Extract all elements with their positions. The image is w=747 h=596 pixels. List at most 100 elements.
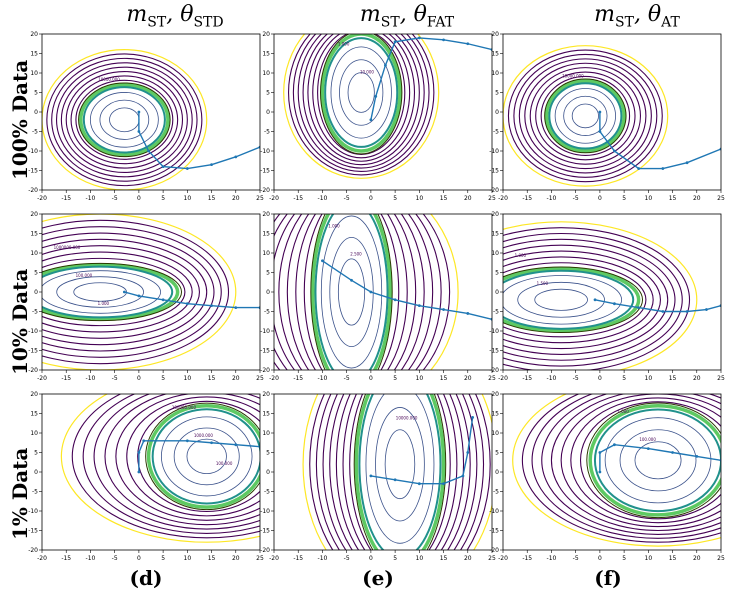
contour-label: 2.500 bbox=[374, 387, 386, 392]
y-tick-label: 0 bbox=[495, 469, 499, 476]
x-tick-label: 15 bbox=[208, 555, 216, 562]
contour-level-5 bbox=[42, 251, 193, 333]
contour-label: 100000.000 bbox=[172, 405, 197, 410]
contour-outer bbox=[503, 221, 698, 370]
contour-level-1 bbox=[503, 232, 683, 367]
contour-level-6 bbox=[349, 394, 451, 550]
y-tick-label: -15 bbox=[28, 348, 38, 355]
y-tick-label: -5 bbox=[264, 489, 270, 496]
contour-inner-edge bbox=[586, 402, 721, 519]
y-tick-label: -5 bbox=[32, 489, 38, 496]
contour-inner-edge bbox=[503, 266, 643, 334]
x-tick-label: -10 bbox=[86, 555, 96, 562]
x-tick-label: -10 bbox=[86, 375, 96, 382]
panel-3: 1000000.000 100.000 1.000 -20 -15 -10 -5 0 5 10 15… bbox=[28, 211, 264, 382]
y-tick-label: 0 bbox=[495, 109, 499, 116]
x-tick-label: -5 bbox=[112, 555, 118, 562]
contour-level-5 bbox=[535, 71, 636, 161]
y-tick-label: 20 bbox=[262, 211, 270, 218]
x-tick-label: 5 bbox=[161, 195, 165, 202]
y-tick-label: -15 bbox=[260, 528, 270, 535]
y-tick-label: 0 bbox=[266, 109, 270, 116]
contour-level-1 bbox=[292, 34, 430, 173]
trajectory-point bbox=[234, 443, 238, 447]
x-tick-label: 0 bbox=[598, 555, 602, 562]
x-tick-label: -15 bbox=[293, 375, 303, 382]
contour-outer bbox=[302, 394, 492, 550]
x-tick-label: -10 bbox=[547, 555, 557, 562]
x-tick-label: 20 bbox=[232, 375, 240, 382]
contour-level-1 bbox=[42, 226, 222, 358]
contour-level-5 bbox=[570, 397, 721, 524]
contour-level-5 bbox=[70, 75, 179, 165]
contour-level-4 bbox=[560, 394, 721, 528]
contour-level-0 bbox=[507, 49, 663, 183]
col-title-3: mST, θAT bbox=[594, 2, 680, 31]
contour-interior-1 bbox=[604, 417, 712, 504]
y-tick-label: 20 bbox=[30, 31, 38, 38]
trajectory-point bbox=[598, 470, 602, 474]
contour-label: 1.000 bbox=[617, 409, 629, 414]
trajectory-point bbox=[137, 294, 141, 298]
y-tick-label: 10 bbox=[30, 70, 38, 77]
contour-label: 1.000 bbox=[98, 301, 110, 306]
x-tick-label: 25 bbox=[717, 555, 725, 562]
y-tick-label: 5 bbox=[495, 90, 499, 97]
x-tick-label: -20 bbox=[269, 195, 279, 202]
y-tick-label: -10 bbox=[260, 328, 270, 335]
contour-inner-teal bbox=[503, 269, 635, 330]
contour-label: 10000.000 bbox=[98, 77, 120, 82]
contour-level-2 bbox=[42, 232, 215, 352]
y-tick-label: -5 bbox=[493, 489, 499, 496]
trajectory-point bbox=[637, 167, 641, 170]
x-tick-label: 15 bbox=[440, 555, 448, 562]
x-tick-label: -5 bbox=[112, 195, 118, 202]
contour-level-3 bbox=[550, 394, 721, 532]
y-tick-label: -20 bbox=[489, 547, 499, 554]
y-tick-label: -15 bbox=[260, 168, 270, 175]
y-tick-label: 10 bbox=[262, 250, 270, 257]
contour-level-6 bbox=[303, 214, 400, 370]
y-tick-label: -15 bbox=[28, 528, 38, 535]
y-tick-label: -20 bbox=[489, 187, 499, 194]
contour-label: 1.000 bbox=[328, 224, 340, 229]
contour-level-5 bbox=[342, 394, 458, 550]
x-tick-label: -15 bbox=[293, 195, 303, 202]
contour-inner-band bbox=[588, 403, 721, 517]
y-tick-label: -20 bbox=[28, 367, 38, 374]
y-tick-label: 15 bbox=[30, 231, 38, 238]
contour-level-0 bbox=[503, 227, 691, 370]
trajectory-point bbox=[705, 308, 708, 311]
axes-frame bbox=[41, 213, 261, 371]
trajectory-line bbox=[370, 37, 492, 120]
x-tick-label: 10 bbox=[416, 375, 424, 382]
trajectory-point bbox=[417, 482, 421, 486]
trajectory-point bbox=[471, 416, 475, 419]
contour-outer bbox=[42, 214, 237, 370]
contour-level-4 bbox=[286, 214, 417, 370]
contour-level-0 bbox=[274, 214, 451, 370]
trajectory-line bbox=[599, 443, 721, 472]
y-tick-label: 10 bbox=[262, 70, 270, 77]
y-tick-label: 20 bbox=[491, 391, 499, 398]
y-tick-label: 15 bbox=[30, 411, 38, 418]
contour-level-4 bbox=[65, 70, 184, 169]
x-tick-label: 15 bbox=[669, 195, 677, 202]
contour-level-2 bbox=[93, 394, 260, 530]
x-tick-label: 15 bbox=[440, 375, 448, 382]
y-tick-label: 5 bbox=[266, 90, 270, 97]
trajectory-point bbox=[695, 455, 699, 458]
axes-frame bbox=[502, 393, 722, 551]
x-tick-label: 25 bbox=[717, 375, 725, 382]
contour-inner-edge bbox=[320, 34, 403, 155]
trajectory-point bbox=[466, 312, 470, 315]
contour-level-4 bbox=[42, 245, 200, 339]
trajectory-point bbox=[461, 474, 465, 478]
x-tick-label: 25 bbox=[488, 555, 496, 562]
x-tick-label: 0 bbox=[369, 555, 373, 562]
x-tick-label: -10 bbox=[547, 375, 557, 382]
y-tick-label: -20 bbox=[260, 367, 270, 374]
